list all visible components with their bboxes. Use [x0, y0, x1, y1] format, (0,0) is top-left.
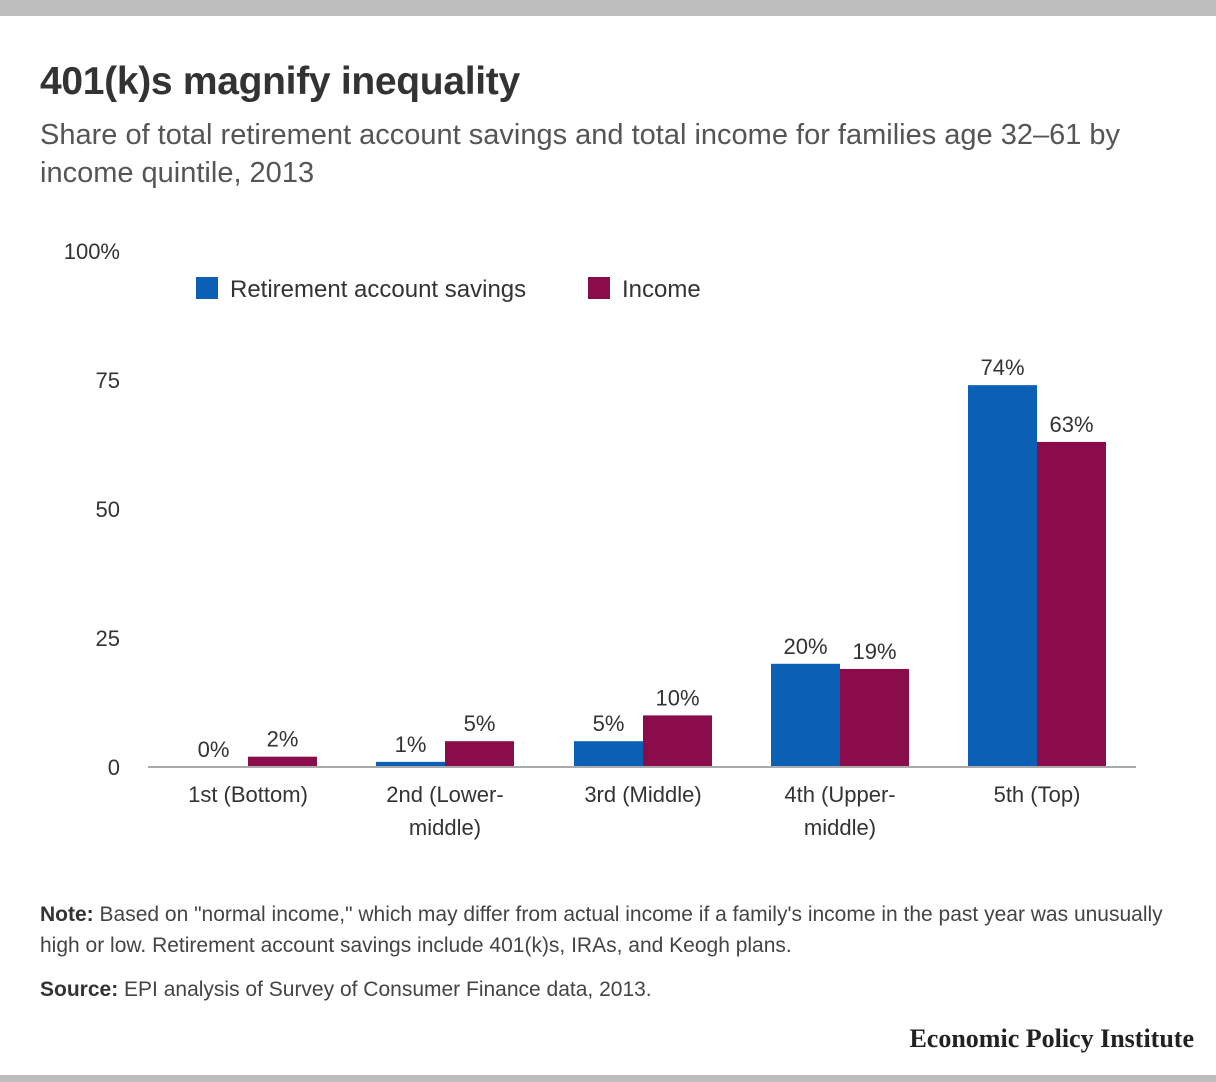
legend-swatch	[196, 277, 218, 299]
y-tick-label: 75	[96, 368, 120, 393]
data-label: 19%	[852, 639, 896, 664]
category-label-line: middle)	[804, 815, 876, 840]
category-label-line: 4th (Upper-	[784, 782, 895, 807]
legend-label: Retirement account savings	[230, 276, 526, 303]
bar	[248, 756, 317, 767]
chart-note: Note: Based on "normal income," which ma…	[40, 899, 1180, 961]
chart-title: 401(k)s magnify inequality	[40, 60, 520, 103]
chart-subtitle: Share of total retirement account saving…	[40, 119, 1121, 189]
note-text: Based on "normal income," which may diff…	[40, 903, 1163, 957]
legend-swatch	[588, 277, 610, 299]
category-label: 1st (Bottom)	[188, 782, 308, 807]
data-label: 63%	[1049, 412, 1093, 437]
source-label: Source:	[40, 978, 119, 1001]
category-label-line: middle)	[409, 815, 481, 840]
data-label: 0%	[198, 737, 230, 762]
category-label-line: 5th (Top)	[994, 782, 1081, 807]
y-tick-label: 100%	[64, 239, 120, 264]
data-label: 5%	[464, 711, 496, 736]
category-label-line: 2nd (Lower-	[386, 782, 503, 807]
y-tick-label: 0	[108, 755, 120, 780]
category-label: 2nd (Lower-middle)	[386, 782, 503, 840]
bar-chart: 0 25 50 75 100% Retirement account savings Inc…	[64, 239, 1136, 840]
category-label-line: 3rd (Middle)	[584, 782, 701, 807]
bar	[445, 741, 514, 767]
source-text: EPI analysis of Survey of Consumer Finan…	[118, 978, 652, 1001]
bar	[1037, 441, 1106, 767]
bar	[574, 741, 643, 767]
legend-label: Income	[622, 276, 701, 303]
data-label: 1%	[395, 732, 427, 757]
data-label: 74%	[980, 355, 1024, 380]
category-label-line: 1st (Bottom)	[188, 782, 308, 807]
bar	[643, 715, 712, 767]
data-label: 10%	[655, 685, 699, 710]
category-label: 3rd (Middle)	[584, 782, 701, 807]
data-label: 2%	[267, 727, 299, 752]
bar	[771, 663, 840, 767]
bar	[968, 385, 1037, 767]
brand-logo: Economic Policy Institute	[909, 1024, 1194, 1053]
y-tick-label: 50	[96, 497, 120, 522]
category-label: 5th (Top)	[994, 782, 1081, 807]
bar	[840, 668, 909, 767]
y-tick-label: 25	[96, 626, 120, 651]
bottom-border	[0, 1075, 1216, 1082]
category-label: 4th (Upper-middle)	[784, 782, 895, 840]
bar	[376, 761, 445, 767]
note-label: Note:	[40, 903, 94, 926]
chart-source: Source: EPI analysis of Survey of Consum…	[40, 974, 1180, 1005]
data-label: 20%	[783, 634, 827, 659]
data-label: 5%	[593, 711, 625, 736]
top-border	[0, 0, 1216, 16]
